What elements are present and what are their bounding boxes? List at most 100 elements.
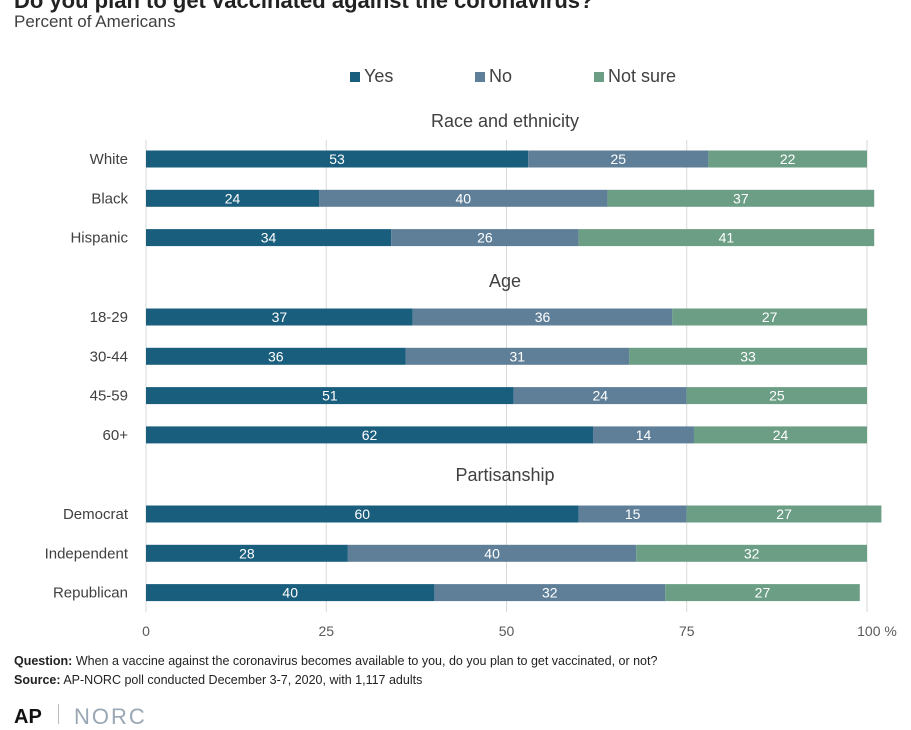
row-label: 30-44 <box>90 348 128 365</box>
logo-divider <box>58 704 59 724</box>
bar-segment-not-sure <box>607 189 875 207</box>
source-text: AP-NORC poll conducted December 3-7, 202… <box>63 673 423 687</box>
data-label: 53 <box>329 151 345 167</box>
data-label: 27 <box>755 585 771 601</box>
bar-segment-not-sure <box>672 308 867 326</box>
legend-item-no: No <box>475 66 512 87</box>
bar-segment-not-sure <box>686 505 882 523</box>
bar-segment-yes <box>146 387 514 405</box>
legend-label: No <box>489 66 513 86</box>
bar-segment-yes <box>146 189 320 207</box>
data-label: 40 <box>455 190 471 206</box>
data-label: 14 <box>636 427 652 443</box>
bar-segment-yes <box>146 544 348 562</box>
bar-segment-not-sure <box>636 544 867 562</box>
source-note: Source: AP-NORC poll conducted December … <box>14 671 657 690</box>
data-label: 36 <box>535 309 551 325</box>
data-label: 31 <box>510 348 526 364</box>
bar-segment-not-sure <box>665 584 860 602</box>
ap-logo: AP <box>14 706 42 728</box>
row-label: Republican <box>53 585 128 602</box>
norc-logo: NORC <box>74 704 147 729</box>
legend-swatch <box>350 71 360 82</box>
data-label: 60 <box>355 506 371 522</box>
legend-item-not-sure: Not sure <box>594 66 676 87</box>
bar-segment-no <box>319 189 608 207</box>
bar-segment-no <box>405 347 630 365</box>
x-tick-label: 25 <box>318 623 334 639</box>
bar-segment-no <box>434 584 666 602</box>
bar-segment-no <box>412 308 673 326</box>
data-label: 37 <box>733 190 749 206</box>
data-label: 37 <box>272 309 288 325</box>
row-label: 60+ <box>103 427 129 444</box>
group-title: Age <box>489 271 521 291</box>
data-label: 41 <box>719 230 735 246</box>
row-label: 45-59 <box>90 388 128 405</box>
data-label: 36 <box>268 348 284 364</box>
row-label: Democrat <box>63 506 129 523</box>
bar-segment-no <box>578 505 687 523</box>
data-label: 34 <box>261 230 277 246</box>
bar-segment-no <box>347 544 637 562</box>
question-note: Question: When a vaccine against the cor… <box>14 652 657 671</box>
x-tick-label: 0 <box>142 623 150 639</box>
row-label: Hispanic <box>70 230 128 247</box>
chart-subtitle: Percent of Americans <box>14 12 176 31</box>
bar-segment-no <box>593 426 694 444</box>
bar-segment-yes <box>146 308 413 326</box>
group-title: Partisanship <box>455 465 554 485</box>
bar-segment-no <box>513 387 687 405</box>
question-label: Question: <box>14 654 73 668</box>
row-label: Independent <box>45 545 129 562</box>
row-label: 18-29 <box>90 309 128 326</box>
data-label: 25 <box>769 388 785 404</box>
bar-segment-yes <box>146 584 435 602</box>
legend-swatch <box>594 71 604 82</box>
chart-notes: Question: When a vaccine against the cor… <box>14 652 657 690</box>
bar-segment-yes <box>146 229 392 247</box>
bar-segment-yes <box>146 505 579 523</box>
data-label: 15 <box>625 506 641 522</box>
legend: Yes No Not sure <box>0 66 911 90</box>
data-label: 26 <box>477 230 493 246</box>
data-label: 33 <box>740 348 756 364</box>
data-label: 25 <box>610 151 626 167</box>
bar-segment-not-sure <box>578 229 875 247</box>
bar-segment-not-sure <box>693 426 867 444</box>
bar-segment-yes <box>146 150 529 168</box>
legend-swatch <box>475 71 485 82</box>
data-label: 32 <box>744 545 760 561</box>
source-label: Source: <box>14 673 61 687</box>
stacked-bar-chart: 0 25 50 75 100 % Race and ethnicity White 53 25 2… <box>45 111 897 639</box>
data-label: 27 <box>762 309 778 325</box>
x-tick-label: 75 <box>679 623 695 639</box>
data-label: 51 <box>322 388 338 404</box>
data-label: 24 <box>225 190 241 206</box>
bar-segment-yes <box>146 347 406 365</box>
data-label: 24 <box>773 427 789 443</box>
bar-segment-no <box>391 229 579 247</box>
question-text: When a vaccine against the coronavirus b… <box>75 654 658 668</box>
bar-segment-yes <box>146 426 594 444</box>
legend-label: Not sure <box>608 66 677 86</box>
data-label: 28 <box>239 545 255 561</box>
chart-title: Do you plan to get vaccinated against th… <box>14 0 594 13</box>
group-title: Race and ethnicity <box>431 111 579 131</box>
row-label: Black <box>91 190 128 207</box>
data-label: 40 <box>282 585 298 601</box>
x-tick-label: 50 <box>499 623 515 639</box>
data-label: 22 <box>780 151 796 167</box>
data-label: 32 <box>542 585 558 601</box>
data-label: 40 <box>484 545 500 561</box>
data-label: 24 <box>592 388 608 404</box>
bar-segment-no <box>528 150 709 168</box>
data-label: 27 <box>776 506 792 522</box>
data-label: 62 <box>362 427 378 443</box>
bar-segment-not-sure <box>708 150 867 168</box>
x-tick-label: 100 % <box>857 623 897 639</box>
legend-item-yes: Yes <box>350 66 393 87</box>
legend-label: Yes <box>364 66 394 86</box>
bar-segment-not-sure <box>629 347 867 365</box>
